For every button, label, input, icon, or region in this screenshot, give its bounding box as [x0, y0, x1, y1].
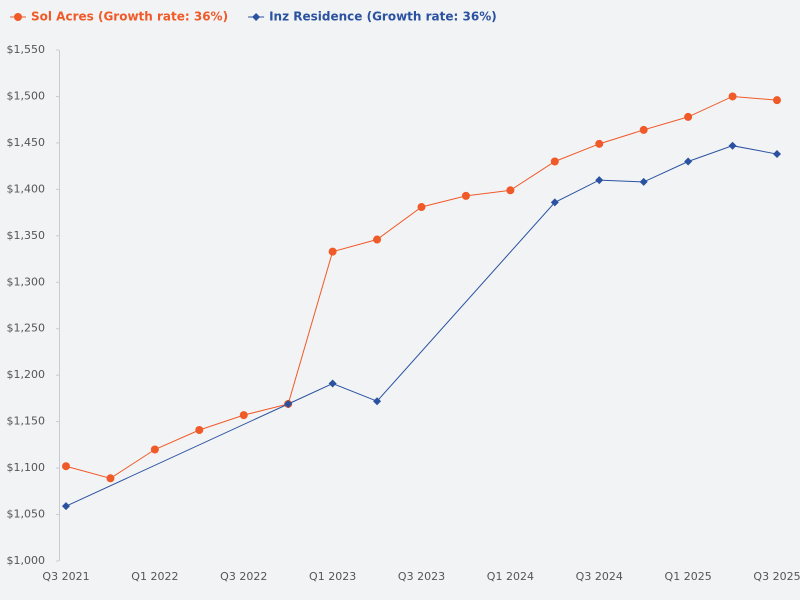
y-tick-label: $1,350 [7, 229, 46, 242]
x-tick-label: Q3 2023 [398, 570, 445, 583]
x-tick-label: Q1 2024 [487, 570, 534, 583]
data-point [373, 397, 382, 406]
data-point [373, 235, 382, 244]
data-point [684, 112, 693, 121]
data-point [328, 247, 337, 256]
legend-label: Sol Acres (Growth rate: 36%) [31, 10, 228, 24]
y-tick-label: $1,050 [7, 508, 46, 521]
data-point [239, 411, 248, 420]
data-point [284, 399, 293, 408]
data-point [461, 191, 470, 200]
data-point [328, 379, 337, 388]
x-tick-label: Q1 2023 [309, 570, 356, 583]
data-point [773, 96, 781, 105]
data-point [506, 186, 515, 195]
y-tick-label: $1,300 [7, 275, 46, 288]
x-tick-label: Q1 2025 [665, 570, 712, 583]
data-point [550, 198, 559, 207]
y-tick-label: $1,200 [7, 368, 46, 381]
x-tick-label: Q1 2022 [131, 570, 178, 583]
data-point [773, 150, 781, 159]
data-point [417, 203, 426, 212]
x-tick-label: Q3 2021 [42, 570, 89, 583]
data-point [728, 92, 737, 101]
series-line [65, 145, 778, 507]
data-point [639, 125, 648, 134]
y-tick-label: $1,450 [7, 136, 46, 149]
data-point [62, 502, 70, 511]
data-point [639, 177, 648, 186]
y-tick-label: $1,250 [7, 322, 46, 335]
y-tick-label: $1,400 [7, 182, 46, 195]
data-point [106, 474, 115, 483]
x-tick-label: Q3 2022 [220, 570, 267, 583]
legend-label: Inz Residence (Growth rate: 36%) [269, 10, 497, 24]
data-point [62, 462, 70, 471]
data-point [728, 141, 737, 150]
y-tick-label: $1,100 [7, 461, 46, 474]
data-point [595, 176, 604, 185]
y-tick-label: $1,000 [7, 554, 46, 567]
y-tick-label: $1,500 [7, 89, 46, 102]
x-tick-label: Q3 2025 [753, 570, 800, 583]
data-point [595, 139, 604, 148]
legend: Sol Acres (Growth rate: 36%) Inz Residenc… [10, 10, 497, 24]
y-tick-label: $1,550 [7, 43, 46, 56]
data-point [550, 157, 559, 166]
data-point [150, 445, 159, 454]
y-tick-label: $1,150 [7, 415, 46, 428]
data-point [684, 157, 693, 166]
data-point [252, 13, 261, 21]
data-point [14, 13, 22, 21]
x-tick-label: Q3 2024 [576, 570, 623, 583]
data-point [195, 425, 204, 434]
